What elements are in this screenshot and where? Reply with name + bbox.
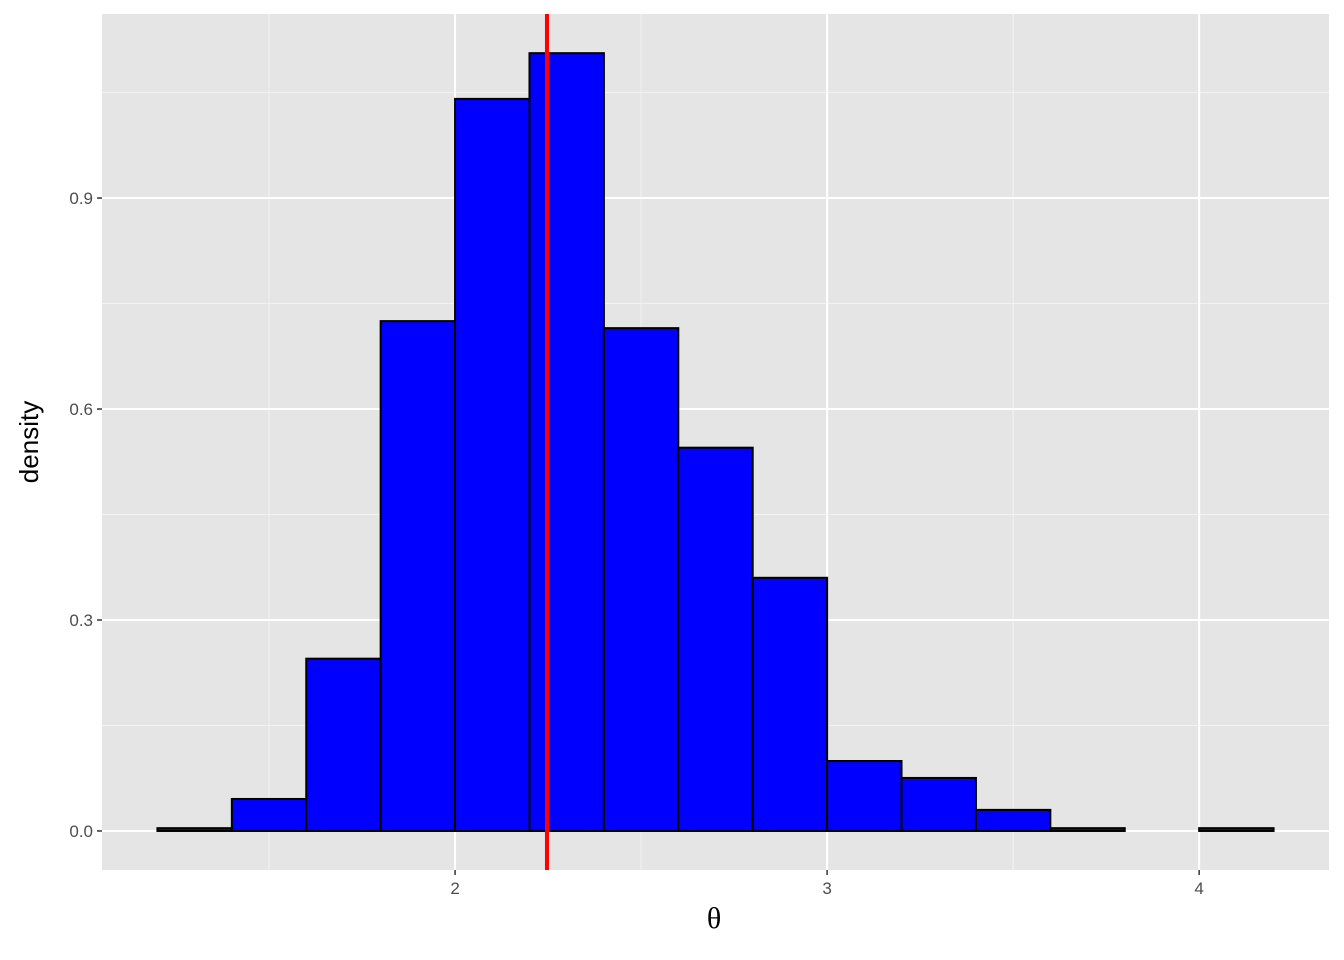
- bar: [677, 446, 754, 832]
- bar: [528, 52, 605, 832]
- bar: [379, 320, 457, 832]
- bar: [1198, 827, 1275, 832]
- bar: [454, 97, 531, 832]
- bar: [974, 808, 1052, 832]
- x-tick-label: 2: [450, 879, 459, 898]
- y-tick-label: 0.0: [69, 822, 93, 841]
- y-axis-title: density: [14, 401, 44, 483]
- bar: [602, 327, 680, 832]
- bar: [751, 576, 829, 832]
- x-axis-title: θ: [707, 902, 721, 935]
- y-tick-label: 0.9: [69, 189, 93, 208]
- bar: [156, 827, 233, 832]
- bar: [826, 759, 903, 832]
- bar: [230, 797, 308, 832]
- y-tick-label: 0.3: [69, 611, 93, 630]
- x-tick-label: 4: [1194, 879, 1203, 898]
- bar: [900, 776, 977, 832]
- y-tick-label: 0.6: [69, 400, 93, 419]
- x-tick-label: 3: [822, 879, 831, 898]
- bar: [305, 657, 382, 832]
- bar: [1049, 827, 1126, 832]
